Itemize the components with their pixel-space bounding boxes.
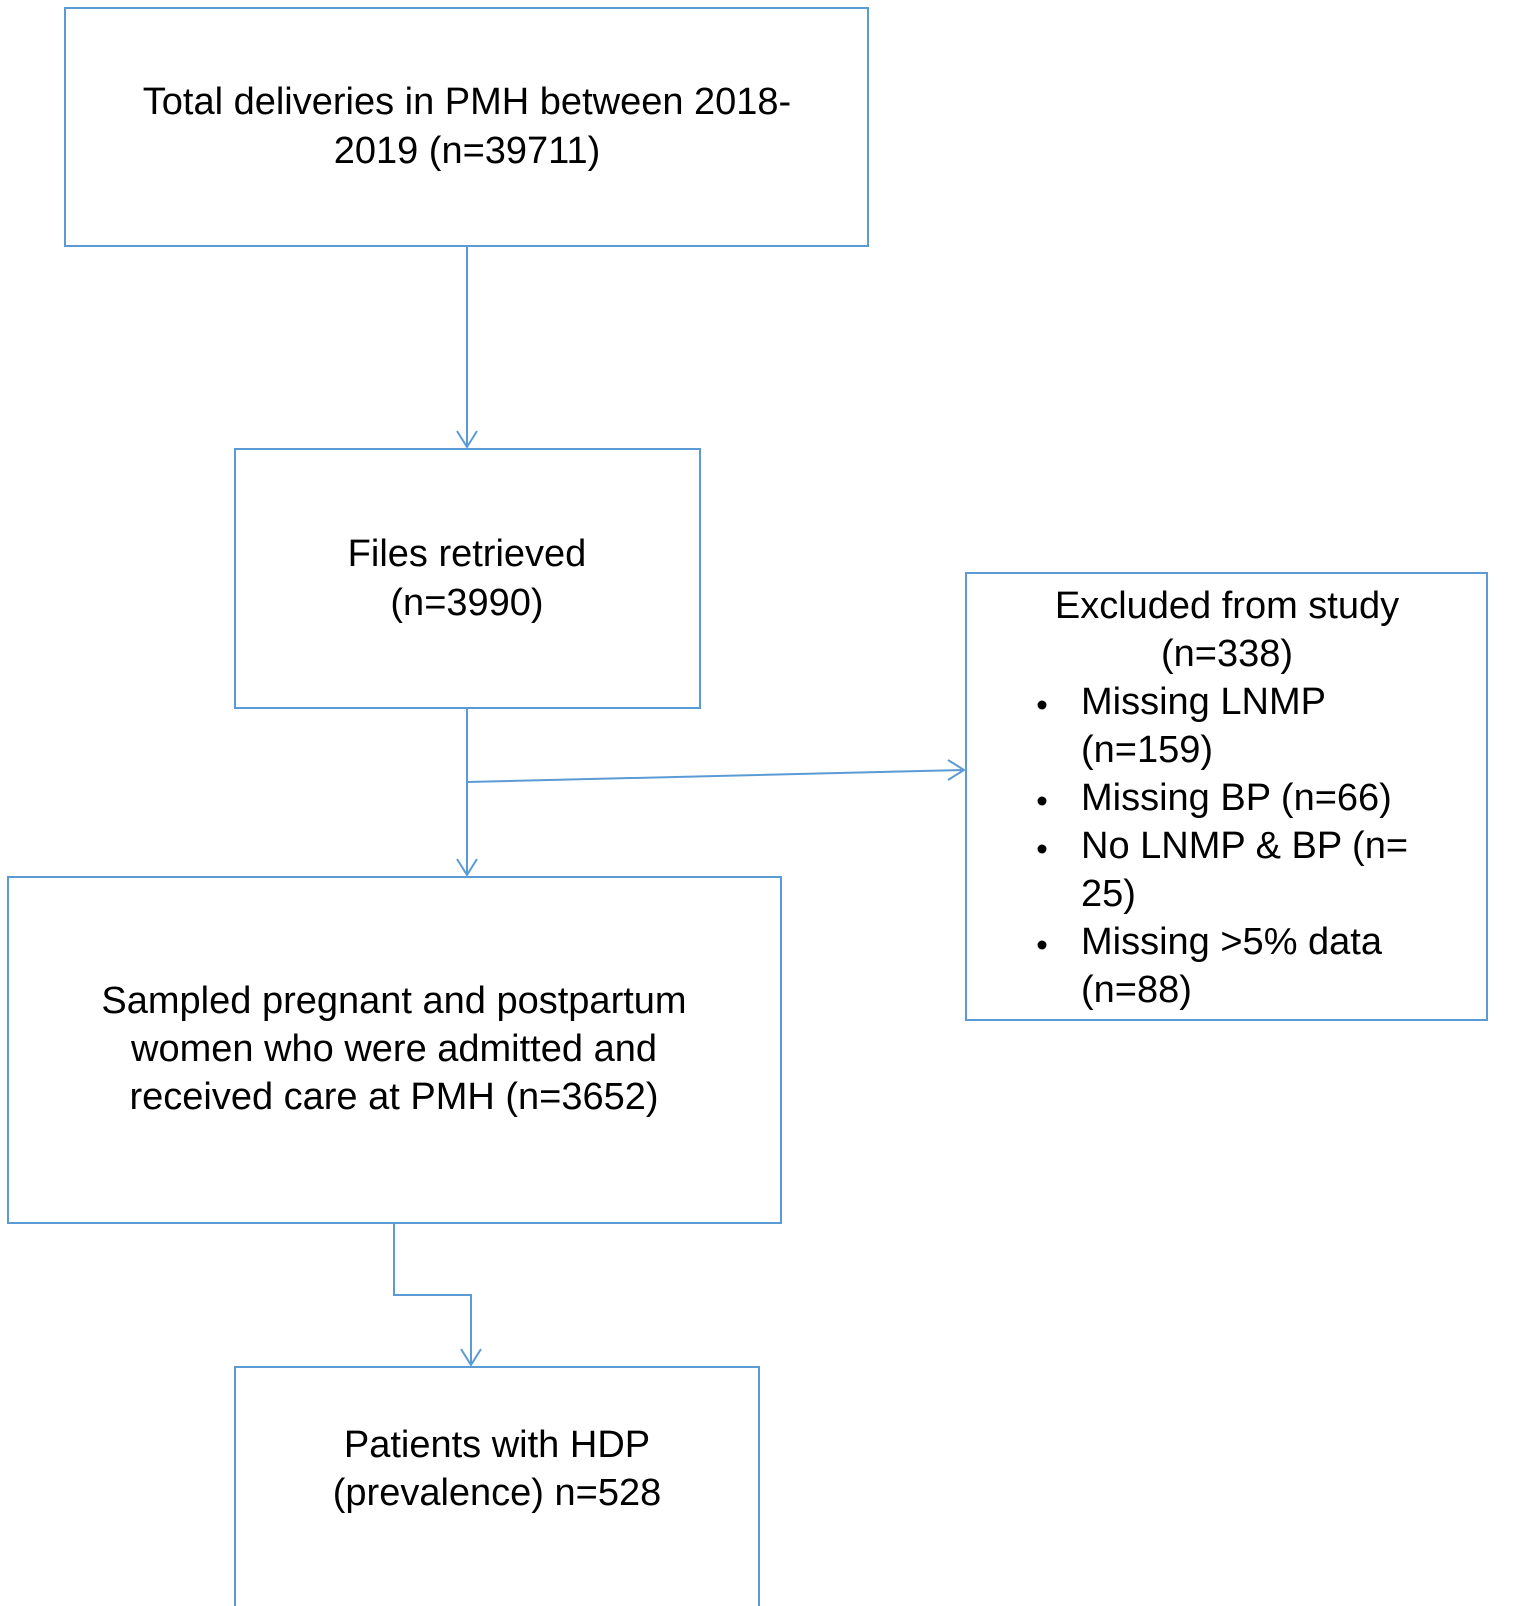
exclusion-item: (n=159) xyxy=(1081,729,1213,771)
exclusion-item: 25) xyxy=(1081,873,1136,915)
bullet xyxy=(1037,940,1047,950)
exclusion-item: Missing LNMP xyxy=(1081,681,1326,723)
exclusion-item: No LNMP & BP (n= xyxy=(1081,825,1408,867)
node-text: women who were admitted and xyxy=(130,1028,657,1070)
node-text: Total deliveries in PMH between 2018- xyxy=(143,81,791,123)
exclusion-item: Missing >5% data xyxy=(1081,921,1383,963)
node-text: (prevalence) n=528 xyxy=(333,1472,662,1514)
node-text: Patients with HDP xyxy=(344,1424,650,1466)
node-text: received care at PMH (n=3652) xyxy=(129,1076,658,1118)
arrow xyxy=(456,246,478,449)
node-box xyxy=(234,1366,760,1606)
node-text: (n=3990) xyxy=(390,582,543,624)
bullet xyxy=(1037,700,1047,710)
arrow xyxy=(393,1223,482,1367)
arrow xyxy=(466,759,966,783)
exclusion-title: Excluded from study xyxy=(1055,585,1399,627)
arrow xyxy=(456,708,478,877)
node-text: 2019 (n=39711) xyxy=(334,130,601,172)
node-text: Files retrieved xyxy=(348,533,587,575)
connectors xyxy=(393,246,966,1367)
exclusion-title: (n=338) xyxy=(1161,633,1293,675)
exclusion-item: (n=88) xyxy=(1081,969,1192,1011)
bullet xyxy=(1037,844,1047,854)
bullet xyxy=(1037,796,1047,806)
node-box xyxy=(234,448,701,709)
node-box xyxy=(64,7,869,247)
node-text: Sampled pregnant and postpartum xyxy=(101,980,686,1022)
node-box xyxy=(7,876,782,1224)
exclusion-box xyxy=(965,572,1488,1021)
exclusion-item: Missing BP (n=66) xyxy=(1081,777,1392,819)
